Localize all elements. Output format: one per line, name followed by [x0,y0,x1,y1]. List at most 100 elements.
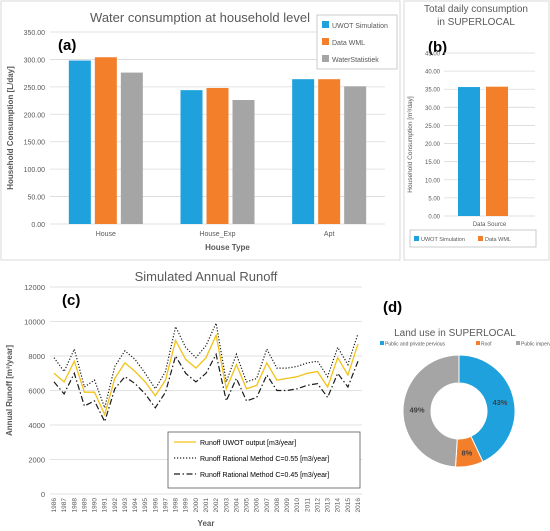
y-tick-label: 4000 [28,421,45,430]
x-tick-label: 2003 [223,498,230,513]
y-tick-label: 40.00 [425,70,441,76]
slice-label: 8% [461,448,472,457]
y-tick-label: 12000 [24,283,45,292]
donut-slice-2 [402,354,460,468]
x-tick-label: House_Exp [199,231,235,238]
x-tick-label: 1996 [152,498,159,513]
panel-b-title-line2: in SUPERLOCAL [437,17,515,28]
y-tick-label: 20.00 [425,142,441,148]
panel-b-border [403,0,550,261]
x-tick-label: 2013 [325,498,332,513]
y-tick-label: 200.00 [24,112,46,119]
legend-label: UWOT Simulation [332,23,388,30]
x-tick-label: 2007 [264,498,271,513]
x-tick-label: 1988 [71,498,78,513]
y-tick-label: 300.00 [24,57,46,64]
y-tick-label: 150.00 [24,140,46,147]
x-tick-label: 1989 [81,498,88,513]
legend-box [167,431,361,489]
x-tick-label: 2012 [314,498,321,513]
bar-waterstatistiek [120,72,143,224]
legend-label: Public impervious [521,342,550,348]
panel-c-title: Simulated Annual Runoff [135,269,278,284]
bar-uwot-simulation [458,87,480,216]
legend-label: WaterStatistiek [332,57,379,64]
bar-waterstatistiek [344,86,367,225]
x-tick-label: 1997 [162,498,169,513]
panel-a-border [0,0,401,261]
legend-swatch [414,236,419,241]
x-axis-label: Year [198,519,215,528]
slice-label: 49% [410,406,425,415]
legend-label: Data WML [332,40,365,47]
x-tick-label: 2002 [213,498,220,513]
panel-a: Water consumption at household level (a) 0… [0,0,401,261]
y-tick-label: 0.00 [428,215,440,221]
x-tick-label: 1991 [102,498,109,513]
x-tick-label: 1992 [112,498,119,513]
legend-swatch [322,21,329,28]
y-tick-label: 25.00 [425,124,441,130]
x-tick-label: 2009 [284,498,291,513]
bar-waterstatistiek [232,100,255,224]
x-tick-label: 1994 [132,498,139,513]
y-tick-label: 6000 [28,387,45,396]
series-line-0 [53,333,359,417]
panel-c-label: (c) [62,292,80,309]
panel-a-label: (a) [58,37,76,54]
x-tick-label: 2008 [274,498,281,513]
x-tick-label: 2014 [335,498,342,513]
x-tick-label: 2010 [294,498,301,513]
legend-label: Public and private pervious [385,342,446,348]
y-tick-label: 30.00 [425,106,441,112]
y-tick-label: 0.00 [31,222,45,229]
series-line-1 [53,321,359,410]
x-tick-label: 2004 [233,498,240,513]
y-axis-label: Annual Runoff [m³/year] [5,345,14,436]
x-tick-label: 1999 [183,498,190,513]
legend-label: Runoff UWOT output [m3/year] [200,440,296,447]
bar-data-wml [318,79,341,224]
y-tick-label: 15.00 [425,160,441,166]
bar-data-wml [206,87,229,224]
legend-swatch [322,38,329,45]
x-tick-label: 1986 [51,498,58,513]
legend-swatch [476,341,480,345]
y-tick-label: 50.00 [27,195,45,202]
y-tick-label: 350.00 [24,30,46,37]
x-tick-label: 2011 [304,498,311,512]
y-tick-label: 10000 [24,318,45,327]
y-tick-label: 8000 [28,352,45,361]
bar-data-wml [94,57,117,225]
y-tick-label: 45.00 [425,52,441,58]
panel-d-title: Land use in SUPERLOCAL [394,328,516,339]
x-tick-label: 1987 [61,498,68,513]
y-axis-label: Household Consumption [L/day] [6,66,15,190]
panel-d: (d) Land use in SUPERLOCAL Public and priv… [380,299,550,468]
x-tick-label: 2005 [244,498,251,513]
legend-label: UWOT Simulation [421,237,465,243]
x-tick-label: 2015 [345,498,352,513]
x-tick-label: 2006 [254,498,261,513]
slice-label: 43% [492,398,507,407]
bar-uwot-simulation [68,60,91,225]
panel-a-title: Water consumption at household level [90,10,310,25]
y-axis-label: Household Consumption [m³/day] [407,96,414,193]
legend-box [316,14,398,70]
bar-uwot-simulation [180,90,203,224]
x-axis-label: Data Source [473,222,507,228]
legend-swatch [478,236,483,241]
x-tick-label: Apt [324,231,335,238]
x-tick-label: 1995 [142,498,149,513]
bar-uwot-simulation [292,79,315,224]
panel-c: Simulated Annual Runoff (c) 0 2000 4000 6000 8… [5,269,362,528]
donut-slice-0 [458,354,516,463]
panel-d-label: (d) [383,299,402,316]
panel-b: Total daily consumption in SUPERLOCAL (b) 0… [403,0,550,261]
y-tick-label: 2000 [28,456,45,465]
legend-box [409,229,537,248]
x-tick-label: 2016 [355,498,362,513]
y-tick-label: 35.00 [425,88,441,94]
legend-label: Runoff Rational Method C=0.55 [m3/year] [200,456,329,463]
